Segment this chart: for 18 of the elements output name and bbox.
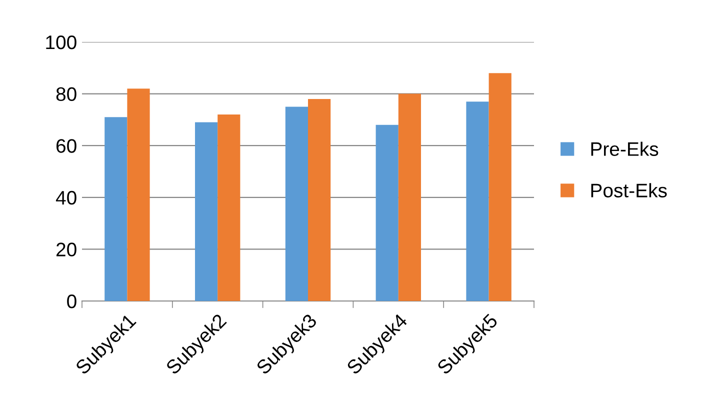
bar <box>398 94 421 301</box>
bar <box>308 98 331 301</box>
y-tick-label: 80 <box>56 87 76 102</box>
y-tick-label: 40 <box>56 190 76 205</box>
bar <box>127 88 150 301</box>
bar <box>195 122 218 301</box>
bar <box>285 106 308 301</box>
y-tick-label: 60 <box>56 139 76 153</box>
y-tick-label: 0 <box>67 294 76 308</box>
bar <box>376 124 398 301</box>
legend-label: Pre-Eks <box>591 142 658 156</box>
bar <box>104 117 128 301</box>
y-tick-label: 20 <box>56 242 76 256</box>
legend-label: Post-Eks <box>591 183 667 198</box>
bar <box>488 73 512 301</box>
bar <box>466 102 489 301</box>
bar <box>218 114 240 301</box>
y-tick-label: 100 <box>46 35 76 50</box>
